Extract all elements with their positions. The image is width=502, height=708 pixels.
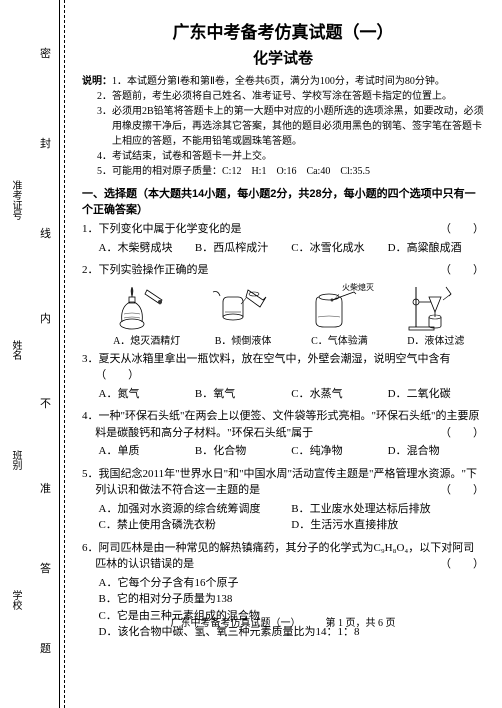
q5-opt-d: D．生活污水直接排放 bbox=[291, 517, 484, 534]
q1-opt-a: A．木柴劈成块 bbox=[99, 240, 195, 257]
q3-opt-c: C．水蒸气 bbox=[291, 386, 387, 403]
q2-img-d: D．液体过滤 bbox=[388, 282, 484, 349]
atomic-masses: C:12 H:1 O:16 Ca:40 Cl:35.5 bbox=[222, 166, 370, 177]
binding-margin: 密 封 准考证号 线 内 姓名 不 班别 准 答 学校 题 bbox=[0, 0, 60, 708]
section-1-heading: 一、选择题（本大题共14小题，每小题2分，共28分，每小题的四个选项中只有一个正… bbox=[82, 185, 484, 217]
q5-opt-b: B．工业废水处理达标后排放 bbox=[291, 501, 484, 518]
q4-opt-a: A．单质 bbox=[99, 443, 195, 460]
q5-paren: （ ） bbox=[453, 482, 484, 499]
instruction-4: 4．考试结束，试卷和答题卡一并上交。 bbox=[82, 149, 484, 164]
q2-stem: 2．下列实验操作正确的是 bbox=[82, 264, 209, 276]
q2-cap-c: C．气体验满 bbox=[291, 334, 387, 349]
q4-paren: （ ） bbox=[453, 425, 484, 442]
filter-icon bbox=[401, 282, 471, 332]
q2-img-c: 火柴熄灭 C．气体验满 bbox=[291, 282, 387, 349]
q4-opt-d: D．混合物 bbox=[388, 443, 484, 460]
q1-opt-b: B．西瓜榨成汁 bbox=[195, 240, 291, 257]
question-2: 2．下列实验操作正确的是（ ） A．熄灭 bbox=[82, 262, 484, 641]
page-footer: 广东中考备考仿真试题（一） 第 1 页，共 6 页 bbox=[82, 616, 484, 631]
q1-opt-d: D．高粱酿成酒 bbox=[388, 240, 484, 257]
q4-opt-b: B．化合物 bbox=[195, 443, 291, 460]
match-label: 火柴熄灭 bbox=[342, 282, 374, 292]
q2-cap-a: A．熄灭酒精灯 bbox=[99, 334, 195, 349]
q2-cap-d: D．液体过滤 bbox=[388, 334, 484, 349]
q5-opt-a: A．加强对水资源的综合统筹调度 bbox=[99, 501, 292, 518]
margin-label-2: 姓名 bbox=[8, 340, 23, 360]
instruction-5: 5．可能用的相对原子质量： bbox=[97, 166, 222, 177]
q3-opt-a: A．氮气 bbox=[99, 386, 195, 403]
exam-subtitle: 化学试卷 bbox=[82, 47, 484, 68]
margin-sec-8: 题 bbox=[40, 640, 51, 656]
instruction-2: 2．答题前，考生必须将自己姓名、准考证号、学校写涂在答题卡指定的位置上。 bbox=[82, 89, 484, 104]
q6-stem: 6．阿司匹林是由一种常见的解热镇痛药，其分子的化学式为C₉H₈O₄，以下对阿司匹… bbox=[82, 542, 474, 571]
q6-opt-b: B．它的相对分子质量为138 bbox=[99, 591, 485, 608]
gas-test-icon: 火柴熄灭 bbox=[304, 282, 374, 332]
question-3: 3．夏天从冰箱里拿出一瓶饮料，放在空气中，外壁会潮湿，说明空气中含有（ ） A．… bbox=[82, 351, 484, 403]
q2-paren: （ ） bbox=[453, 262, 484, 279]
q6-opt-a: A．它每个分子含有16个原子 bbox=[99, 575, 485, 592]
q2-img-a: A．熄灭酒精灯 bbox=[99, 282, 195, 349]
q3-opt-d: D．二氧化碳 bbox=[388, 386, 484, 403]
q2-img-b: B．倾倒液体 bbox=[195, 282, 291, 349]
margin-label-3: 班别 bbox=[8, 450, 23, 470]
margin-sec-6: 准 bbox=[40, 480, 51, 496]
margin-sec-5: 不 bbox=[40, 395, 51, 411]
question-5: 5．我国纪念2011年"世界水日"和"中国水周"活动宣传主题是"严格管理水资源。… bbox=[82, 466, 484, 534]
margin-sec-3: 线 bbox=[40, 225, 51, 241]
q3-stem: 3．夏天从冰箱里拿出一瓶饮料，放在空气中，外壁会潮湿，说明空气中含有（ ） bbox=[82, 351, 484, 384]
q4-stem: 4．一种"环保石头纸"在两会上以便签、文件袋等形式亮相。"环保石头纸"的主要原料… bbox=[82, 410, 479, 439]
q5-stem: 5．我国纪念2011年"世界水日"和"中国水周"活动宣传主题是"严格管理水资源。… bbox=[82, 468, 477, 497]
margin-sec-1: 密 bbox=[40, 45, 51, 61]
q2-cap-b: B．倾倒液体 bbox=[195, 334, 291, 349]
footer-right: 第 1 页，共 6 页 bbox=[326, 618, 396, 629]
main-content: 广东中考备考仿真试题（一） 化学试卷 说明：1．本试题分第Ⅰ卷和第Ⅱ卷，全卷共6… bbox=[60, 0, 502, 708]
q1-stem: 1．下列变化中属于化学变化的是 bbox=[82, 223, 242, 235]
margin-label-1: 准考证号 bbox=[8, 180, 23, 220]
q1-paren: （ ） bbox=[453, 221, 484, 238]
margin-sec-2: 封 bbox=[40, 135, 51, 151]
instruction-3: 3．必须用2B铅笔将答题卡上的第一大题中对应的小题所选的选项涂黑，如要改动，必须… bbox=[82, 104, 484, 149]
margin-sec-7: 答 bbox=[40, 560, 51, 576]
question-1: 1．下列变化中属于化学变化的是 （ ） A．木柴劈成块 B．西瓜榨成汁 C．冰雪化… bbox=[82, 221, 484, 256]
exam-title: 广东中考备考仿真试题（一） bbox=[82, 18, 484, 43]
pour-liquid-icon bbox=[208, 282, 278, 332]
q6-paren: （ ） bbox=[453, 556, 484, 573]
margin-label-4: 学校 bbox=[8, 590, 23, 610]
q5-opt-c: C．禁止使用含磷洗衣粉 bbox=[99, 517, 292, 534]
instructions-label: 说明： bbox=[82, 76, 112, 87]
footer-left: 广东中考备考仿真试题（一） bbox=[171, 618, 296, 629]
question-4: 4．一种"环保石头纸"在两会上以便签、文件袋等形式亮相。"环保石头纸"的主要原料… bbox=[82, 408, 484, 460]
margin-sec-4: 内 bbox=[40, 310, 51, 326]
q1-opt-c: C．冰雪化成水 bbox=[291, 240, 387, 257]
q3-opt-b: B．氧气 bbox=[195, 386, 291, 403]
q4-opt-c: C．纯净物 bbox=[291, 443, 387, 460]
instructions-block: 说明：1．本试题分第Ⅰ卷和第Ⅱ卷，全卷共6页，满分为100分，考试时间为80分钟… bbox=[82, 74, 484, 179]
instruction-1: 1．本试题分第Ⅰ卷和第Ⅱ卷，全卷共6页，满分为100分，考试时间为80分钟。 bbox=[112, 76, 445, 87]
alcohol-lamp-icon bbox=[112, 282, 182, 332]
